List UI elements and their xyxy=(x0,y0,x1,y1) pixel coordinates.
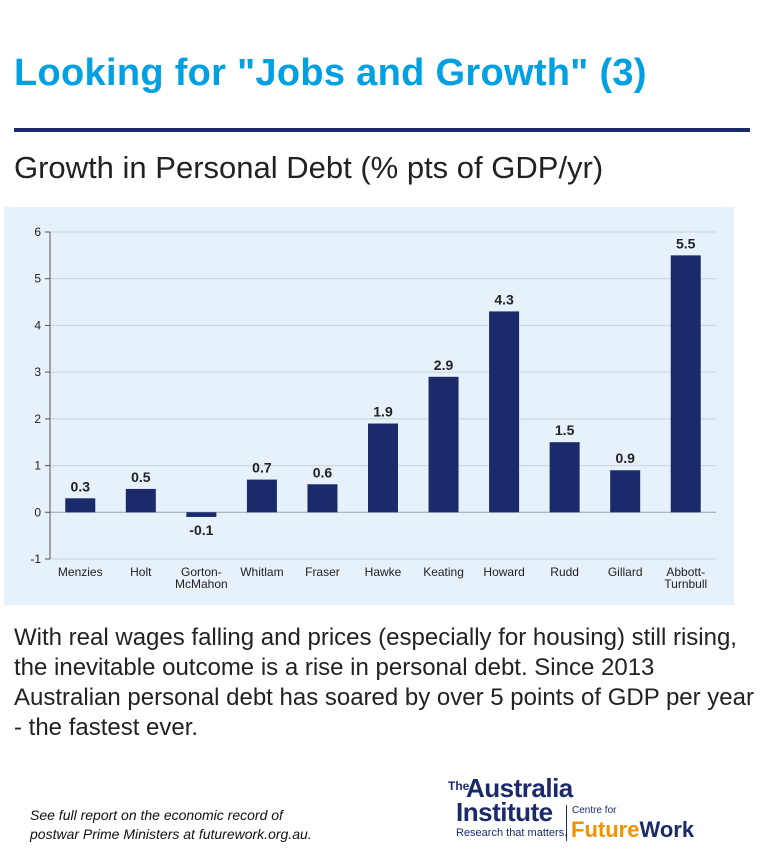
body-paragraph: With real wages falling and prices (espe… xyxy=(14,624,754,741)
footnote: See full report on the economic record o… xyxy=(30,806,450,844)
bar xyxy=(610,470,641,513)
category-label: Gillard xyxy=(608,565,643,579)
y-tick-label: 0 xyxy=(34,505,41,519)
data-label: 0.5 xyxy=(131,469,151,485)
bar xyxy=(307,484,338,513)
data-label: 1.9 xyxy=(373,404,393,420)
category-label: Fraser xyxy=(305,565,340,579)
page-title: Looking for "Jobs and Growth" (3) xyxy=(14,52,647,94)
logo-institute: Institute xyxy=(456,797,553,827)
data-label: 1.5 xyxy=(555,422,575,438)
bar xyxy=(65,498,96,513)
bar xyxy=(670,255,701,513)
category-label: McMahon xyxy=(175,577,228,591)
australia-institute-logo: The Australia Institute Research that ma… xyxy=(448,773,748,847)
category-label: Turnbull xyxy=(664,577,707,591)
logo-the: The xyxy=(448,779,470,793)
bar xyxy=(246,479,277,513)
logo-centre-for: Centre for xyxy=(572,805,617,816)
y-tick-label: 2 xyxy=(34,412,41,426)
chart-panel: -1 0 1 2 3 4 5 6 0.3 Menzies 0.5 Holt -0.1 Gorton- McM… xyxy=(4,207,734,605)
data-label: 2.9 xyxy=(434,357,454,373)
y-tick-label: 4 xyxy=(34,318,41,332)
category-label: Whitlam xyxy=(240,565,283,579)
data-label: 0.9 xyxy=(615,450,635,466)
y-tick-label: 5 xyxy=(34,272,41,286)
y-tick-label: 1 xyxy=(34,459,41,473)
category-label: Rudd xyxy=(550,565,579,579)
footnote-line-1: See full report on the economic record o… xyxy=(30,807,283,823)
footnote-line-2: postwar Prime Ministers at futurework.or… xyxy=(30,826,312,842)
category-label: Howard xyxy=(483,565,524,579)
category-label: Abbott- xyxy=(666,565,705,579)
data-label: 0.3 xyxy=(71,478,91,494)
data-label: 4.3 xyxy=(494,291,514,307)
y-tick-label: 3 xyxy=(34,365,41,379)
logo-divider xyxy=(566,805,567,841)
bar xyxy=(125,488,156,513)
logo-australia: Australia xyxy=(466,773,573,803)
bar xyxy=(489,311,520,513)
logo-tagline: Research that matters. xyxy=(456,827,568,839)
category-label: Keating xyxy=(423,565,464,579)
category-label: Hawke xyxy=(365,565,402,579)
data-label: 0.7 xyxy=(252,460,272,476)
data-label: 0.6 xyxy=(313,464,333,480)
y-tick-label: 6 xyxy=(34,225,41,239)
chart-subtitle: Growth in Personal Debt (% pts of GDP/yr… xyxy=(14,150,604,185)
logo-work: Work xyxy=(639,817,695,842)
logo-futurework: FutureWork xyxy=(571,817,694,843)
bar xyxy=(368,423,398,513)
logo-future: Future xyxy=(571,817,640,842)
data-label: 5.5 xyxy=(676,235,696,251)
title-divider xyxy=(14,128,750,132)
bar xyxy=(549,442,580,513)
bar xyxy=(186,512,217,517)
y-tick-label: -1 xyxy=(30,552,41,566)
bar-chart: -1 0 1 2 3 4 5 6 0.3 Menzies 0.5 Holt -0.1 Gorton-McM… xyxy=(30,225,716,591)
category-label: Holt xyxy=(130,565,152,579)
category-label: Menzies xyxy=(58,565,103,579)
category-label: Gorton- xyxy=(181,565,222,579)
data-label: -0.1 xyxy=(189,522,213,538)
bar xyxy=(428,376,459,513)
